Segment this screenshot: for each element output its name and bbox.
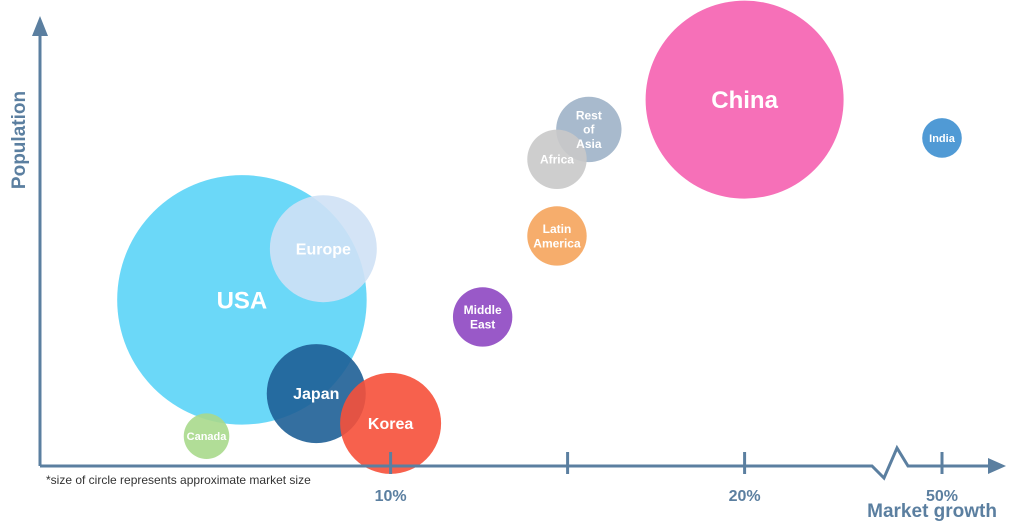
- bubble-label-china: China: [711, 87, 778, 114]
- bubble-label-rest-of-asia: Rest: [576, 108, 602, 122]
- bubble-label-usa: USA: [217, 287, 268, 314]
- x-tick-label: 20%: [729, 488, 761, 505]
- bubble-india: [922, 118, 962, 158]
- bubble-china: [645, 0, 844, 199]
- y-axis-arrowhead: [32, 16, 48, 36]
- x-axis-ticks: 10% 20% 50%: [375, 452, 958, 505]
- bubble-label-latin-america: Latin: [543, 222, 572, 236]
- bubble-label-japan: Japan: [293, 386, 339, 403]
- bubble-canada: [183, 413, 230, 459]
- bubble-latin-america: [527, 206, 587, 266]
- bubble-label-latin-america: America: [533, 236, 581, 250]
- bubble-label-korea: Korea: [368, 416, 413, 433]
- footnote: *size of circle represents approximate m…: [46, 473, 311, 487]
- bubble-middle-east: [452, 287, 513, 347]
- x-tick-label: 10%: [375, 488, 407, 505]
- bubble-korea: [340, 372, 442, 474]
- bubble-label-africa: Africa: [540, 152, 574, 166]
- x-axis-line: [40, 444, 990, 481]
- bubble-label-middle-east: Middle: [464, 303, 502, 317]
- bubble-label-middle-east: East: [470, 317, 495, 331]
- x-axis-title: Market growth: [867, 501, 997, 522]
- bubble-label-india: India: [929, 133, 956, 145]
- bubble-africa: [527, 129, 587, 189]
- x-axis-arrowhead: [988, 458, 1006, 474]
- bubble-europe: [269, 195, 377, 303]
- y-axis-title: Population: [9, 91, 30, 189]
- x-tick-label: 50%: [926, 488, 958, 505]
- bubble-label-europe: Europe: [296, 241, 351, 258]
- bubble-label-rest-of-asia: of: [583, 123, 595, 137]
- bubble-label-rest-of-asia: Asia: [576, 137, 602, 151]
- bubble-label-canada: Canada: [187, 431, 228, 443]
